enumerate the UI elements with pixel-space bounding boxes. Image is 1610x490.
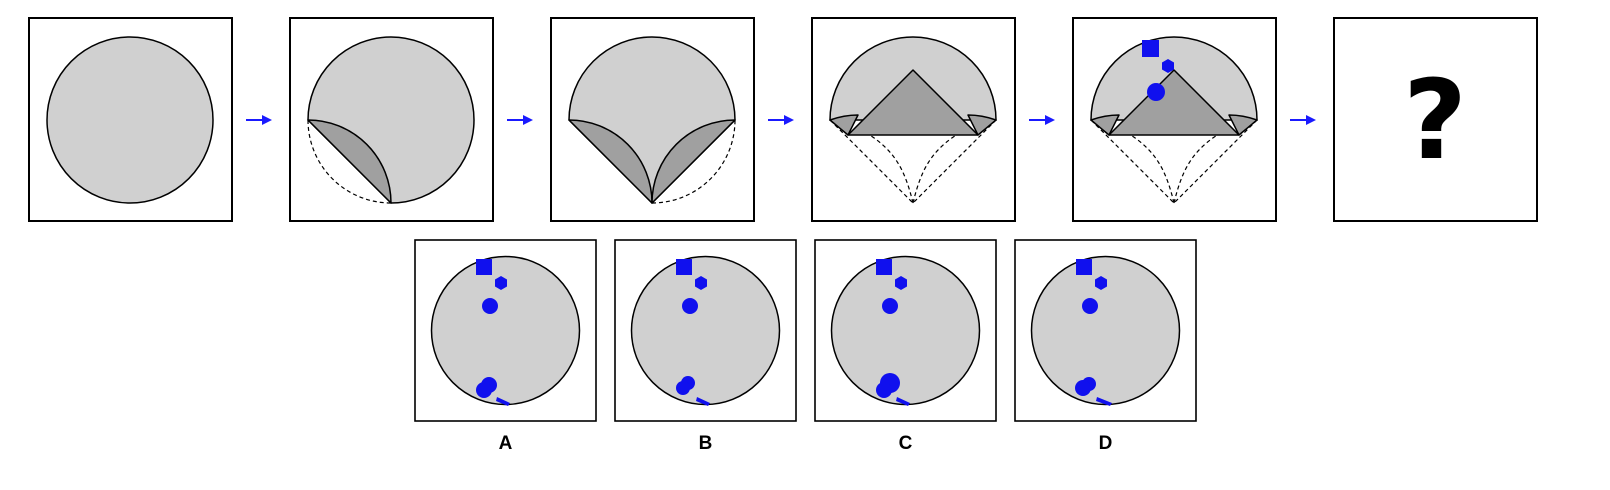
step-5-inner-dash-right bbox=[1173, 131, 1223, 204]
edge-notch-icon bbox=[1096, 397, 1112, 406]
square-hole-icon bbox=[476, 259, 492, 275]
hexagon-hole-icon bbox=[1162, 59, 1174, 73]
step-2-folded-flap bbox=[307, 119, 392, 204]
circle-hole-icon bbox=[476, 382, 492, 398]
circle-hole-icon bbox=[1082, 298, 1098, 314]
right-arrow-icon bbox=[523, 115, 533, 125]
step-3-paper bbox=[568, 36, 736, 205]
step-1-paper-circle bbox=[46, 36, 214, 204]
hexagon-hole-icon bbox=[695, 276, 707, 290]
hexagon-hole-icon bbox=[895, 276, 907, 290]
step-2-original-edge bbox=[307, 119, 392, 204]
question-frame bbox=[1333, 17, 1538, 222]
arrow-4 bbox=[1029, 115, 1055, 125]
step-4-right-leaf bbox=[967, 114, 997, 136]
option-c-label: C bbox=[899, 433, 913, 454]
option-a-label: A bbox=[499, 433, 513, 454]
right-arrow-icon bbox=[784, 115, 794, 125]
step-3-panel bbox=[550, 17, 755, 222]
step-2-paper bbox=[307, 36, 475, 204]
step-5-inner-dash-left bbox=[1125, 131, 1175, 204]
right-arrow-icon bbox=[1045, 115, 1055, 125]
option-d-label: D bbox=[1099, 433, 1113, 454]
option-d-paper bbox=[1030, 255, 1181, 406]
step-3-left-flap bbox=[568, 119, 653, 204]
square-hole-icon bbox=[1142, 40, 1159, 57]
circle-hole-icon bbox=[1147, 83, 1165, 101]
step-4-folded-triangle bbox=[847, 69, 979, 136]
option-c[interactable]: C bbox=[814, 239, 997, 454]
square-hole-icon bbox=[876, 259, 892, 275]
circle-hole-icon bbox=[876, 382, 892, 398]
circle-hole-icon bbox=[676, 381, 690, 395]
step-3-original-edge bbox=[651, 119, 736, 204]
step-5-right-leaf bbox=[1228, 114, 1258, 136]
hexagon-hole-icon bbox=[495, 276, 507, 290]
edge-notch-icon bbox=[496, 397, 510, 406]
arrow-3 bbox=[768, 115, 794, 125]
circle-hole-icon bbox=[482, 298, 498, 314]
arrow-2 bbox=[507, 115, 533, 125]
square-hole-icon bbox=[1076, 259, 1092, 275]
option-b-label: B bbox=[699, 433, 713, 454]
arrow-5 bbox=[1290, 115, 1316, 125]
step-4-panel bbox=[811, 17, 1016, 222]
right-arrow-icon bbox=[1306, 115, 1316, 125]
step-5-panel bbox=[1072, 17, 1277, 222]
question-panel: ? bbox=[1333, 17, 1538, 222]
circle-hole-icon bbox=[682, 298, 698, 314]
arrow-1 bbox=[246, 115, 272, 125]
edge-notch-icon bbox=[896, 397, 910, 406]
option-a[interactable]: A bbox=[414, 239, 597, 454]
step-5-folded-triangle bbox=[1108, 69, 1240, 136]
right-arrow-icon bbox=[262, 115, 272, 125]
step-4-inner-dash-left bbox=[864, 131, 914, 204]
option-d[interactable]: D bbox=[1014, 239, 1197, 454]
step-4-inner-dash-right bbox=[912, 131, 962, 204]
question-mark: ? bbox=[1403, 56, 1467, 184]
hexagon-hole-icon bbox=[1095, 276, 1107, 290]
circle-hole-icon bbox=[882, 298, 898, 314]
step-2-panel bbox=[289, 17, 494, 222]
step-5-left-leaf bbox=[1090, 114, 1120, 136]
option-b[interactable]: B bbox=[614, 239, 797, 454]
step-3-right-flap bbox=[651, 119, 736, 204]
step-4-left-leaf bbox=[829, 114, 859, 136]
square-hole-icon bbox=[676, 259, 692, 275]
edge-notch-icon bbox=[696, 397, 710, 406]
circle-hole-icon bbox=[1075, 380, 1091, 396]
step-1-panel bbox=[28, 17, 233, 222]
